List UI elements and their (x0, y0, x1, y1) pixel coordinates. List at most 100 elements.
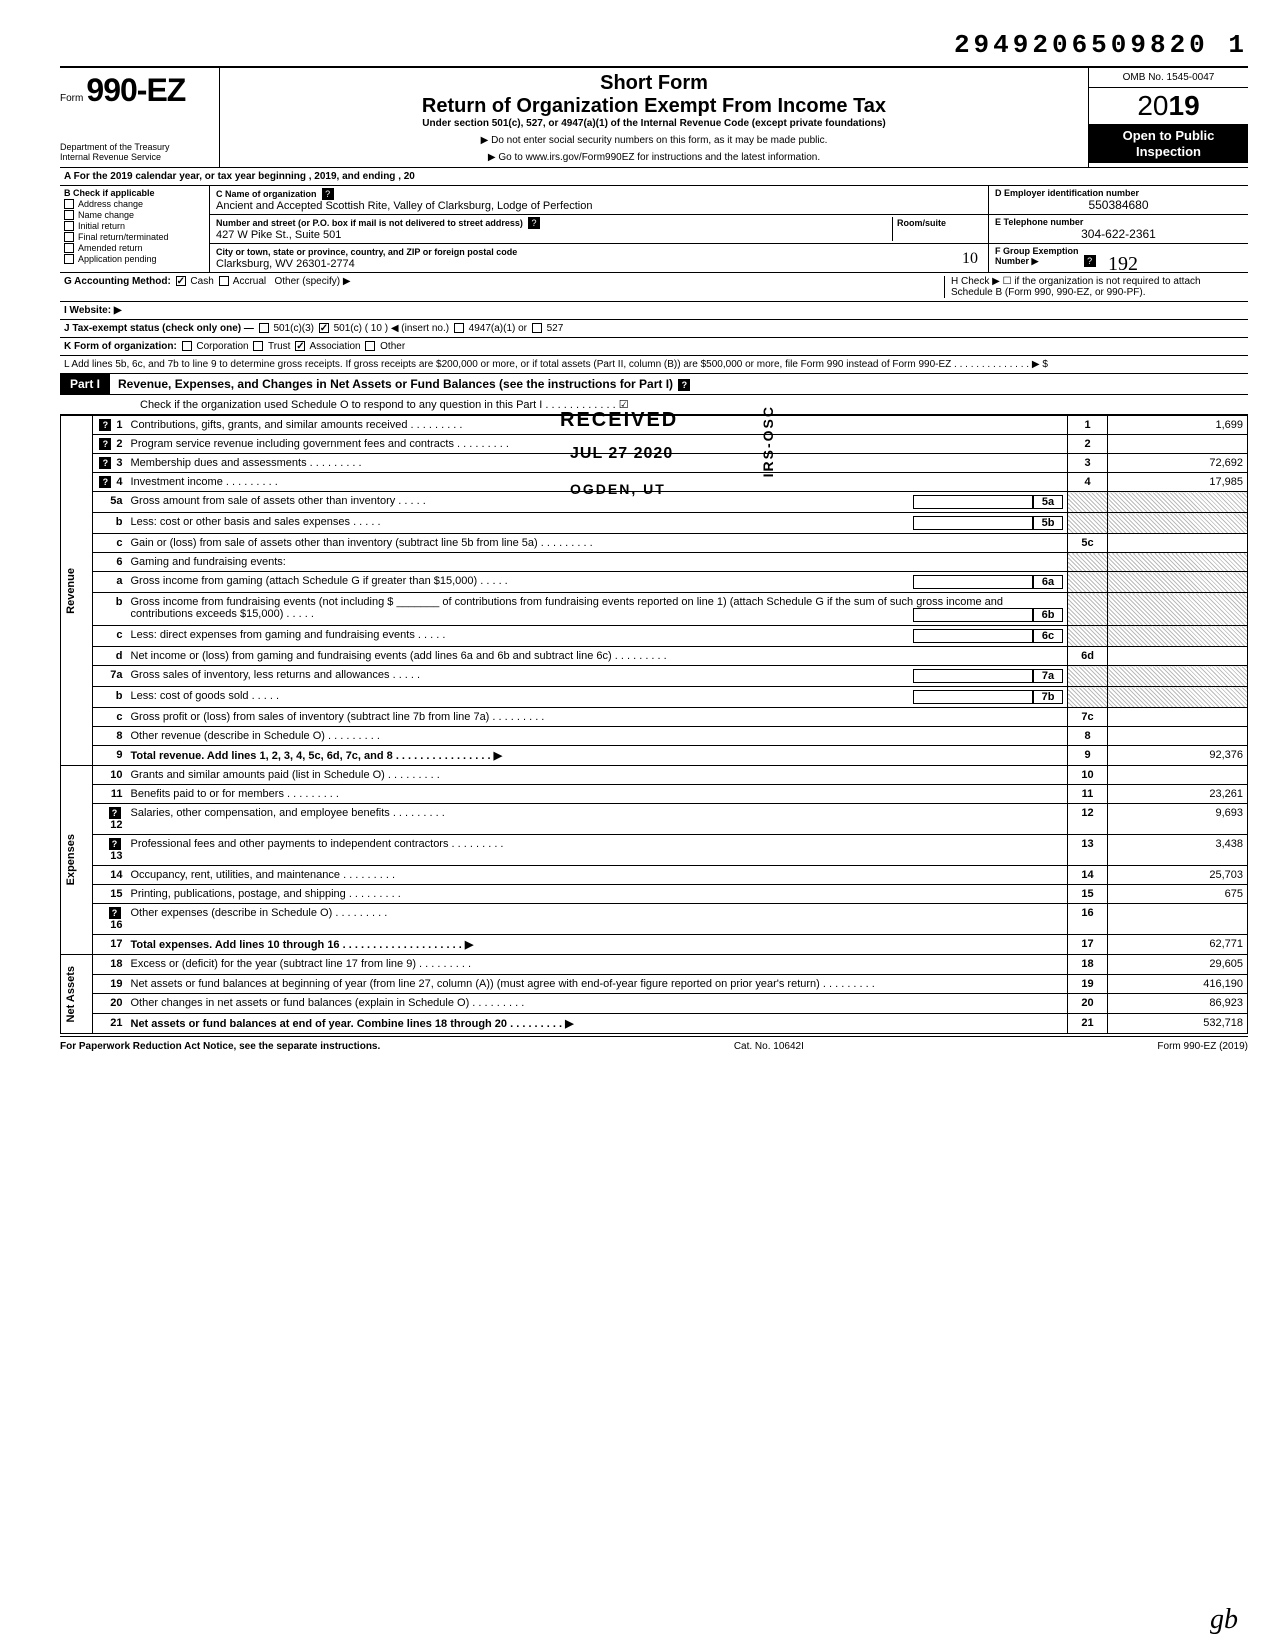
cash-checkbox[interactable] (176, 276, 186, 286)
part1-badge: Part I (60, 374, 110, 394)
help-icon: ? (528, 217, 540, 229)
checkbox[interactable] (64, 210, 74, 220)
help-icon: ? (678, 379, 690, 391)
line-value: 92,376 (1108, 746, 1248, 766)
line-num-cell (1068, 492, 1108, 513)
line-value: 72,692 (1108, 454, 1248, 473)
checkbox[interactable] (64, 243, 74, 253)
line-desc: Gross amount from sale of assets other t… (127, 492, 1068, 513)
line-desc: Excess or (deficit) for the year (subtra… (127, 955, 1068, 975)
line-number: 17 (93, 935, 127, 955)
line-num-cell: 3 (1068, 454, 1108, 473)
trust-checkbox[interactable] (253, 341, 263, 351)
line-desc: Other changes in net assets or fund bala… (127, 994, 1068, 1014)
line-number: 8 (93, 727, 127, 746)
help-icon: ? (109, 807, 121, 819)
checkbox[interactable] (64, 254, 74, 264)
line-desc: Other revenue (describe in Schedule O) .… (127, 727, 1068, 746)
line-desc: Net assets or fund balances at beginning… (127, 974, 1068, 994)
line-number: ? 12 (93, 804, 127, 835)
line-desc: Other expenses (describe in Schedule O) … (127, 904, 1068, 935)
irs-department: Department of the Treasury Internal Reve… (60, 143, 213, 163)
phone-label: E Telephone number (995, 217, 1242, 227)
checkbox-label: Application pending (78, 254, 157, 264)
line-num-cell: 20 (1068, 994, 1108, 1014)
checkbox[interactable] (64, 221, 74, 231)
line-num-cell: 21 (1068, 1013, 1108, 1034)
help-icon: ? (322, 188, 334, 200)
line-number: c (93, 626, 127, 647)
part1-title: Revenue, Expenses, and Changes in Net As… (110, 377, 692, 391)
city: Clarksburg, WV 26301-2774 (216, 258, 355, 270)
line-desc: Professional fees and other payments to … (127, 835, 1068, 866)
open-to-public: Open to Public Inspection (1089, 124, 1248, 163)
line-value (1108, 534, 1248, 553)
line-desc: Gross income from fundraising events (no… (127, 593, 1068, 626)
line-k-org-form: K Form of organization: Corporation Trus… (60, 338, 1248, 356)
line-number: c (93, 534, 127, 553)
line-num-cell (1068, 687, 1108, 708)
financial-table: Revenue? 1Contributions, gifts, grants, … (60, 415, 1248, 1034)
help-icon: ? (99, 457, 111, 469)
other-checkbox[interactable] (365, 341, 375, 351)
line-num-cell: 1 (1068, 416, 1108, 435)
line-value: 532,718 (1108, 1013, 1248, 1034)
line-num-cell: 15 (1068, 885, 1108, 904)
line-num-cell: 10 (1068, 766, 1108, 785)
4947-checkbox[interactable] (454, 323, 464, 333)
checkbox[interactable] (64, 232, 74, 242)
main-title: Return of Organization Exempt From Incom… (230, 95, 1078, 118)
line-desc: Total revenue. Add lines 1, 2, 3, 4, 5c,… (127, 746, 1068, 766)
help-icon: ? (99, 419, 111, 431)
line-num-cell: 19 (1068, 974, 1108, 994)
line-value (1108, 435, 1248, 454)
line-number: b (93, 513, 127, 534)
form-prefix: Form (60, 93, 83, 104)
line-value: 62,771 (1108, 935, 1248, 955)
group-exemption-label: F Group Exemption Number ▶ (995, 246, 1079, 267)
help-icon: ? (99, 438, 111, 450)
line-number: 15 (93, 885, 127, 904)
assoc-checkbox[interactable] (295, 341, 305, 351)
help-icon: ? (109, 838, 121, 850)
line-num-cell: 7c (1068, 708, 1108, 727)
line-number: ? 16 (93, 904, 127, 935)
line-number: ? 2 (93, 435, 127, 454)
checkbox[interactable] (64, 199, 74, 209)
line-desc: Net assets or fund balances at end of ye… (127, 1013, 1068, 1034)
line-number: ? 4 (93, 473, 127, 492)
city-label: City or town, state or province, country… (216, 247, 517, 257)
corp-checkbox[interactable] (182, 341, 192, 351)
line-desc: Gaming and fundraising events: (127, 553, 1068, 572)
help-icon: ? (1084, 255, 1096, 267)
501c3-checkbox[interactable] (259, 323, 269, 333)
schedule-o-check: Check if the organization used Schedule … (60, 395, 1248, 415)
tax-year: 2019 (1089, 88, 1248, 124)
section-tab: Revenue (61, 416, 93, 766)
line-a-tax-year: A For the 2019 calendar year, or tax yea… (60, 168, 1248, 186)
line-num-cell: 18 (1068, 955, 1108, 975)
line-number: 20 (93, 994, 127, 1014)
line-desc: Less: cost or other basis and sales expe… (127, 513, 1068, 534)
ein-label: D Employer identification number (995, 188, 1242, 198)
line-value (1108, 666, 1248, 687)
line-num-cell: 6d (1068, 647, 1108, 666)
line-num-cell: 12 (1068, 804, 1108, 835)
line-l-gross-receipts: L Add lines 5b, 6c, and 7b to line 9 to … (60, 356, 1248, 374)
line-number: ? 13 (93, 835, 127, 866)
catalog-number: Cat. No. 10642I (734, 1041, 804, 1052)
line-number: a (93, 572, 127, 593)
org-name: Ancient and Accepted Scottish Rite, Vall… (216, 200, 592, 212)
handwritten-192: 192 (1108, 253, 1138, 276)
501c-checkbox[interactable] (319, 323, 329, 333)
handwritten-10: 10 (962, 250, 978, 268)
line-j-tax-status: J Tax-exempt status (check only one) — 5… (60, 320, 1248, 338)
accrual-checkbox[interactable] (219, 276, 229, 286)
checkbox-label: Amended return (78, 243, 143, 253)
line-desc: Grants and similar amounts paid (list in… (127, 766, 1068, 785)
part1-header: Part I Revenue, Expenses, and Changes in… (60, 374, 1248, 395)
line-value: 416,190 (1108, 974, 1248, 994)
527-checkbox[interactable] (532, 323, 542, 333)
line-desc: Less: cost of goods sold . . . . . 7b (127, 687, 1068, 708)
line-number: 18 (93, 955, 127, 975)
